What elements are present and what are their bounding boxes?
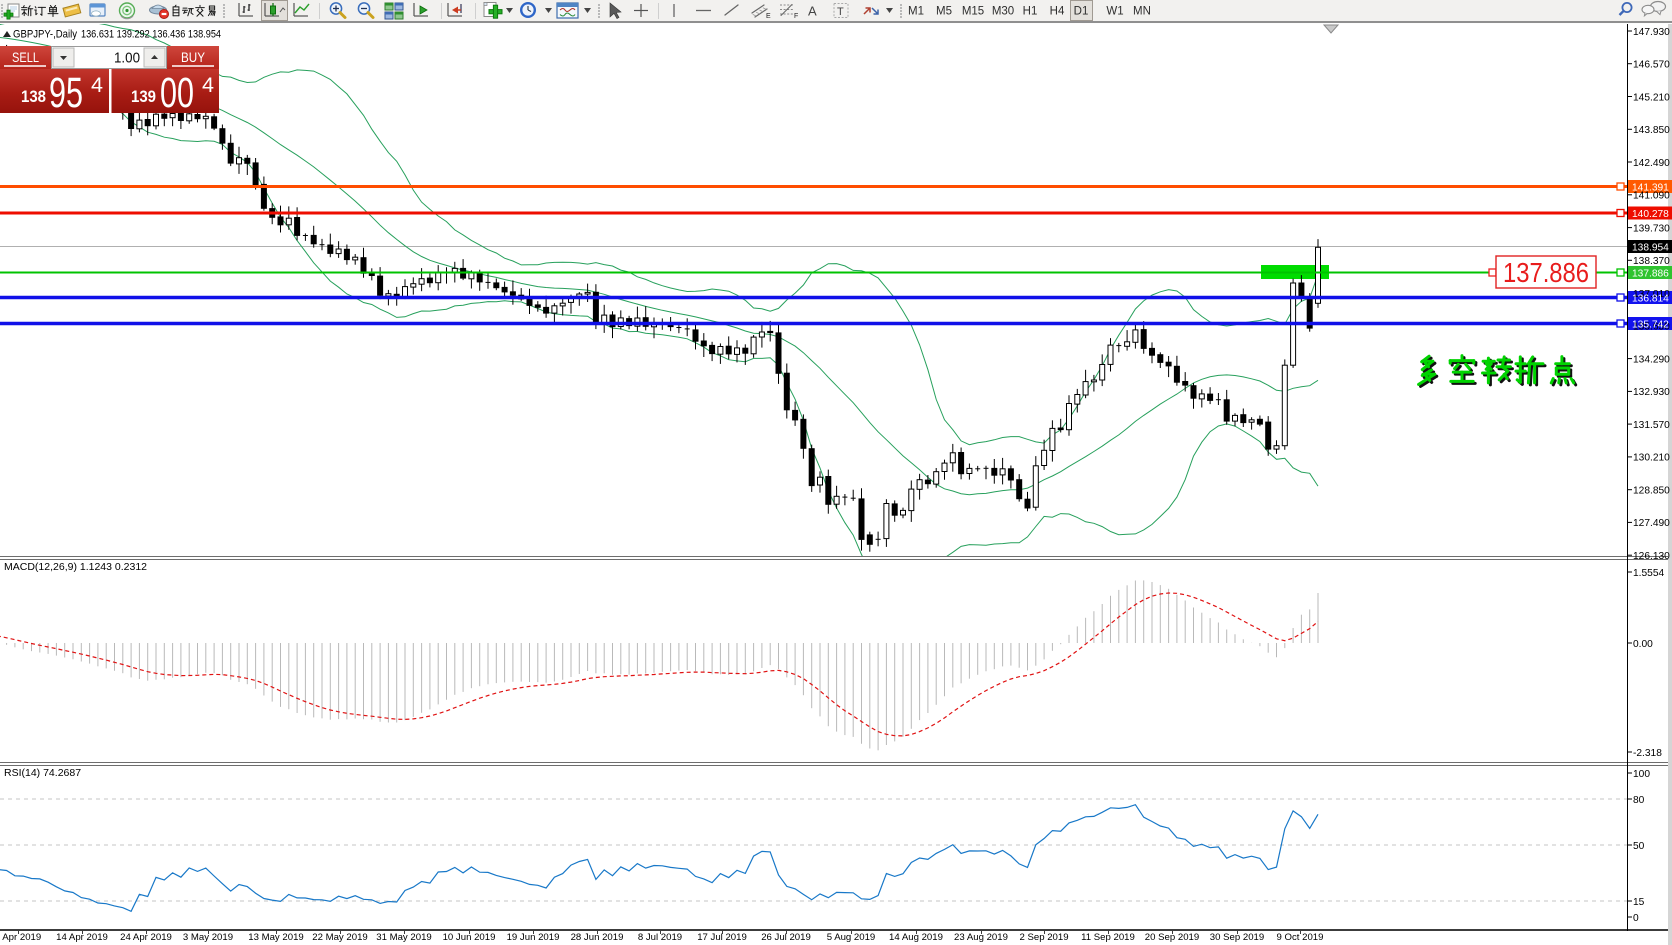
svg-text:GBPJPY-,Daily: GBPJPY-,Daily	[13, 29, 77, 41]
svg-text:T: T	[837, 6, 844, 18]
svg-text:80: 80	[1633, 795, 1645, 806]
svg-text:140.278: 140.278	[1632, 209, 1669, 220]
svg-text:MACD(12,26,9) 1.1243 0.2312: MACD(12,26,9) 1.1243 0.2312	[4, 561, 147, 573]
svg-text:0.00: 0.00	[1633, 639, 1653, 650]
svg-text:128.850: 128.850	[1633, 486, 1670, 497]
svg-text:137.010: 137.010	[1633, 289, 1670, 300]
svg-text:MN: MN	[1133, 6, 1151, 18]
svg-text:138.954: 138.954	[1632, 243, 1669, 254]
svg-text:135.650: 135.650	[1633, 322, 1670, 333]
svg-text:126.130: 126.130	[1633, 551, 1670, 562]
svg-text:139: 139	[131, 87, 156, 106]
svg-text:130.210: 130.210	[1633, 453, 1670, 464]
svg-text:24 Apr 2019: 24 Apr 2019	[120, 932, 172, 943]
svg-text:1.00: 1.00	[114, 50, 140, 67]
svg-text:4: 4	[91, 74, 103, 97]
svg-text:15: 15	[1633, 897, 1645, 908]
svg-text:138: 138	[21, 87, 46, 106]
svg-text:137.886: 137.886	[1632, 269, 1669, 280]
svg-text:4: 4	[202, 74, 214, 97]
svg-text:RSI(14) 74.2687: RSI(14) 74.2687	[4, 767, 81, 779]
svg-text:127.490: 127.490	[1633, 518, 1670, 529]
svg-text:00: 00	[160, 69, 194, 117]
svg-text:5 Aug 2019: 5 Aug 2019	[827, 932, 876, 943]
svg-text:13 May 2019: 13 May 2019	[248, 932, 303, 943]
svg-text:143.850: 143.850	[1633, 125, 1670, 136]
svg-text:137.886: 137.886	[1503, 257, 1589, 288]
svg-text:H4: H4	[1050, 6, 1065, 18]
svg-text:136.631 139.292 136.436 138.95: 136.631 139.292 136.436 138.954	[81, 29, 221, 41]
svg-text:134.290: 134.290	[1633, 354, 1670, 365]
svg-text:9 Oct 2019: 9 Oct 2019	[1277, 932, 1324, 943]
svg-text:23 Aug 2019: 23 Aug 2019	[954, 932, 1008, 943]
svg-text:1.5554: 1.5554	[1633, 568, 1664, 579]
svg-text:17 Jul 2019: 17 Jul 2019	[697, 932, 747, 943]
svg-text:146.570: 146.570	[1633, 60, 1670, 71]
svg-text:100: 100	[1633, 769, 1650, 780]
svg-text:SELL: SELL	[12, 50, 39, 65]
svg-text:132.930: 132.930	[1633, 387, 1670, 398]
svg-text:135.742: 135.742	[1632, 320, 1669, 331]
svg-text:145.210: 145.210	[1633, 92, 1670, 103]
svg-text:20 Sep 2019: 20 Sep 2019	[1145, 932, 1199, 943]
svg-text:BUY: BUY	[181, 50, 205, 65]
svg-text:W1: W1	[1106, 6, 1123, 18]
svg-text:50: 50	[1633, 841, 1645, 852]
svg-text:M1: M1	[908, 6, 924, 18]
svg-text:136.814: 136.814	[1632, 294, 1669, 305]
svg-text:D1: D1	[1074, 6, 1089, 18]
svg-text:141.391: 141.391	[1632, 183, 1669, 194]
svg-text:142.490: 142.490	[1633, 158, 1670, 169]
svg-text:11 Sep 2019: 11 Sep 2019	[1081, 932, 1135, 943]
svg-text:31 May 2019: 31 May 2019	[376, 932, 431, 943]
svg-text:E: E	[766, 13, 771, 20]
svg-text:-2.318: -2.318	[1633, 748, 1662, 759]
svg-text:22 May 2019: 22 May 2019	[312, 932, 367, 943]
svg-text:95: 95	[49, 69, 83, 117]
svg-text:10 Jun 2019: 10 Jun 2019	[443, 932, 496, 943]
svg-text:14 Aug 2019: 14 Aug 2019	[889, 932, 943, 943]
svg-text:0: 0	[1633, 913, 1639, 924]
svg-text:3 May 2019: 3 May 2019	[183, 932, 233, 943]
svg-text:19 Jun 2019: 19 Jun 2019	[507, 932, 560, 943]
svg-text:30 Sep 2019: 30 Sep 2019	[1210, 932, 1264, 943]
svg-text:M5: M5	[936, 6, 952, 18]
svg-text:M15: M15	[962, 6, 984, 18]
svg-text:14 Apr 2019: 14 Apr 2019	[56, 932, 108, 943]
svg-text:28 Jun 2019: 28 Jun 2019	[571, 932, 624, 943]
svg-text:131.570: 131.570	[1633, 420, 1670, 431]
svg-text:8 Jul 2019: 8 Jul 2019	[638, 932, 682, 943]
svg-text:F: F	[794, 13, 798, 20]
svg-text:A: A	[808, 4, 817, 19]
svg-text:147.930: 147.930	[1633, 27, 1670, 38]
svg-text:H1: H1	[1023, 6, 1038, 18]
svg-text:139.730: 139.730	[1633, 223, 1670, 234]
svg-text:138.370: 138.370	[1633, 256, 1670, 267]
svg-text:26 Jul 2019: 26 Jul 2019	[761, 932, 811, 943]
svg-text:4 Apr 2019: 4 Apr 2019	[0, 932, 41, 943]
svg-text:141.090: 141.090	[1633, 191, 1670, 202]
svg-text:M30: M30	[992, 6, 1014, 18]
svg-text:2 Sep 2019: 2 Sep 2019	[1019, 932, 1068, 943]
